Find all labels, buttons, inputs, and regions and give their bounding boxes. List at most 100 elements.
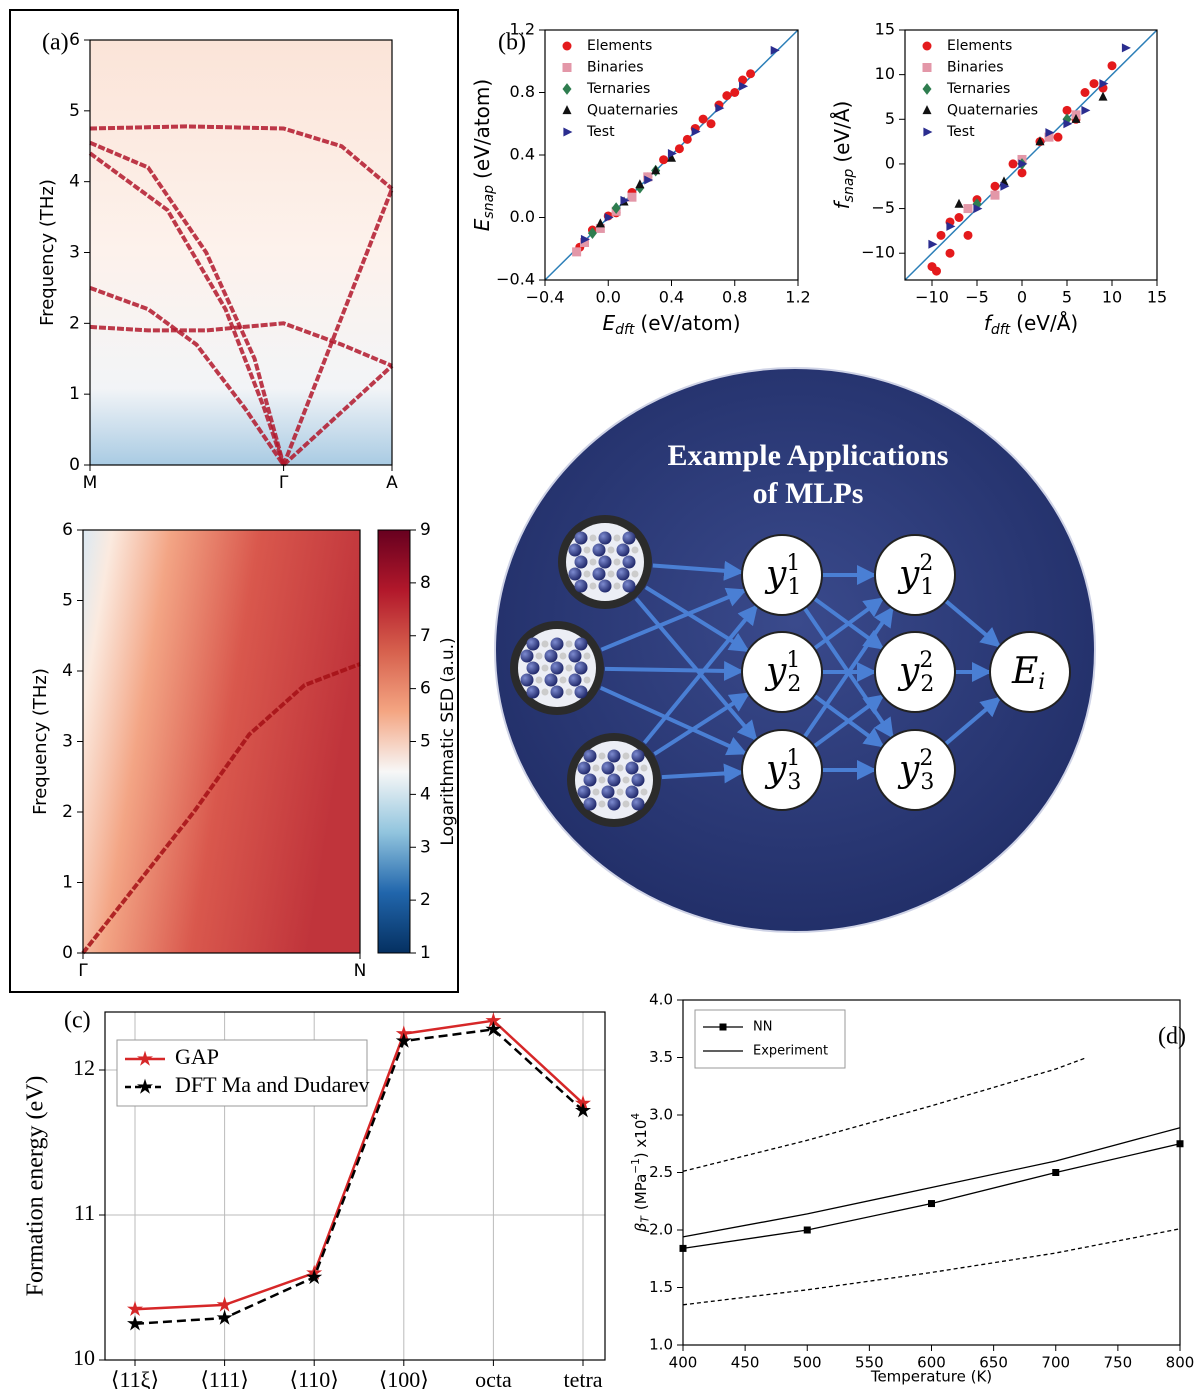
atom xyxy=(590,535,597,542)
y-tick-label: 0.0 xyxy=(510,207,535,226)
x-tick-label: 0.0 xyxy=(596,288,621,307)
y-tick-label: 4.0 xyxy=(649,991,673,1009)
point xyxy=(804,1227,811,1234)
colorbar-tick-label: 3 xyxy=(420,837,431,857)
node-subscript: 2 xyxy=(920,672,934,697)
y-axis-label: Esnap(eV/atom) xyxy=(470,79,498,231)
atom xyxy=(575,580,588,593)
atom xyxy=(599,801,606,808)
diagram-title: of MLPs xyxy=(753,477,864,510)
axis-subscript: snap xyxy=(481,185,497,219)
colorbar-tick-label: 9 xyxy=(420,520,431,540)
x-tick-label: 800 xyxy=(1166,1354,1195,1372)
legend-marker xyxy=(563,63,572,72)
x-tick-label: Γ xyxy=(279,473,289,493)
point xyxy=(946,249,955,258)
atom xyxy=(608,571,615,578)
point xyxy=(964,204,973,213)
atom xyxy=(542,641,549,648)
legend-label: Test xyxy=(946,124,975,140)
y-tick-label: 0.4 xyxy=(510,145,535,164)
atom xyxy=(590,583,597,590)
node-superscript: 2 xyxy=(919,648,933,673)
atom xyxy=(641,789,648,796)
x-tick-label: 0.4 xyxy=(659,288,684,307)
y-tick-label: 10 xyxy=(875,64,895,83)
point xyxy=(722,91,731,100)
y-tick-label: 3.0 xyxy=(649,1106,673,1124)
atom xyxy=(602,786,615,799)
atom xyxy=(551,662,564,675)
atom xyxy=(614,535,621,542)
heatmap-background xyxy=(83,530,360,953)
atom xyxy=(641,765,648,772)
colorbar-tick-label: 1 xyxy=(420,943,431,963)
y-tick-label: −10 xyxy=(861,243,895,262)
atom xyxy=(617,568,630,581)
node-symbol: y xyxy=(897,651,920,692)
node-symbol: y xyxy=(764,554,787,595)
node-subscript: 3 xyxy=(787,770,801,795)
node-subscript: 3 xyxy=(920,770,934,795)
axis-superscript: −1 xyxy=(630,1158,642,1173)
diagram-title: Example Applications xyxy=(668,439,949,472)
axis-subscript: dft xyxy=(991,322,1011,338)
legend-label: Experiment xyxy=(753,1044,828,1059)
atom xyxy=(569,568,582,581)
y-tick-label: 4 xyxy=(69,172,80,192)
atom xyxy=(599,777,606,784)
figure: (a) (b) (c) (d) Example Applications of … xyxy=(0,0,1196,1389)
atom xyxy=(602,762,615,775)
y-tick-label: 0.8 xyxy=(510,82,535,101)
atom xyxy=(617,789,624,796)
legend-label: Test xyxy=(586,124,615,140)
legend-label: NN xyxy=(753,1020,772,1035)
x-tick-label: ⟨100⟩ xyxy=(379,1367,429,1389)
point xyxy=(991,182,1000,191)
x-tick-label: A xyxy=(386,473,398,493)
point xyxy=(955,213,964,222)
point xyxy=(659,155,668,164)
axis-symbol: β xyxy=(632,1222,650,1233)
atom xyxy=(551,686,564,699)
x-tick-label: tetra xyxy=(563,1367,602,1389)
x-tick-label: ⟨11ξ⟩ xyxy=(111,1367,159,1389)
atom xyxy=(593,544,606,557)
legend-label: Binaries xyxy=(587,60,644,76)
node-superscript: 2 xyxy=(919,551,933,576)
series-line xyxy=(683,1229,1180,1305)
y-tick-label: 0 xyxy=(62,943,73,963)
x-tick-label: 500 xyxy=(793,1354,822,1372)
atom xyxy=(560,653,567,660)
y-tick-label: 2.5 xyxy=(649,1163,673,1181)
y-tick-label: 0 xyxy=(885,153,895,172)
node-superscript: 1 xyxy=(786,551,800,576)
y-axis-label: fsnap(eV/Å) xyxy=(830,101,858,210)
atom xyxy=(590,559,597,566)
colorbar-tick-label: 5 xyxy=(420,732,431,752)
legend-label: Ternaries xyxy=(586,81,650,97)
point xyxy=(1090,79,1099,88)
y-tick-label: −5 xyxy=(871,198,895,217)
atom xyxy=(608,547,615,554)
legend-label: Quaternaries xyxy=(587,103,678,119)
y-axis-label: Frequency (THz) xyxy=(37,179,58,326)
atom xyxy=(623,580,636,593)
atom xyxy=(632,750,645,763)
atom xyxy=(575,662,588,675)
atom xyxy=(623,777,630,784)
y-tick-label: 5 xyxy=(62,591,73,611)
y-tick-label: 0 xyxy=(69,455,80,475)
point xyxy=(572,247,581,256)
atom xyxy=(575,556,588,569)
node-symbol: y xyxy=(897,554,920,595)
atom xyxy=(584,653,591,660)
atom xyxy=(608,774,621,787)
axis-symbol: E xyxy=(602,311,615,335)
atom xyxy=(614,583,621,590)
y-tick-label: 11 xyxy=(74,1200,95,1225)
y-tick-label: 2 xyxy=(62,802,73,822)
atom xyxy=(578,786,591,799)
atom xyxy=(623,801,630,808)
